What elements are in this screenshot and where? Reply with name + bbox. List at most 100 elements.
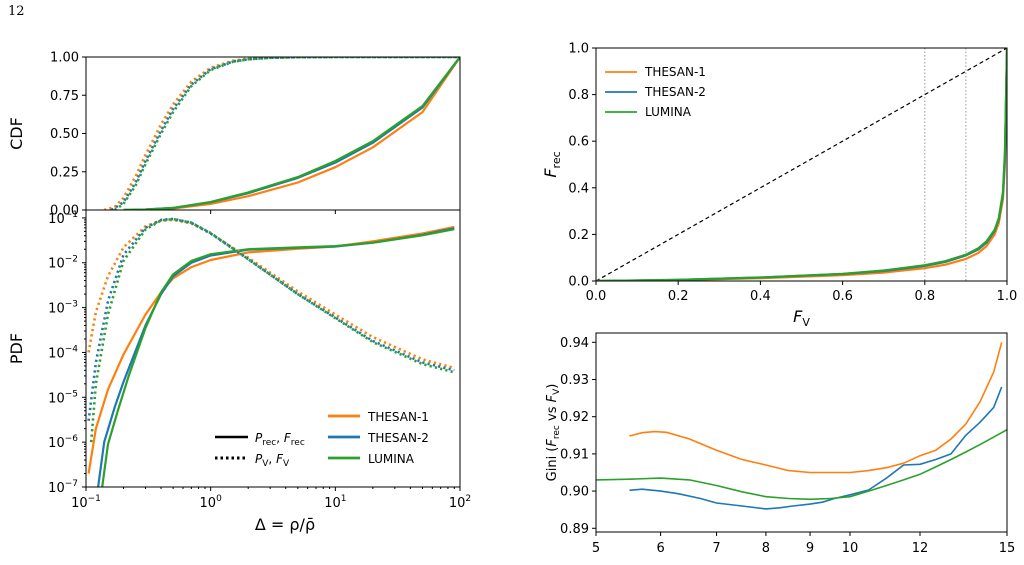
legend-p-main: P [255,431,263,445]
pdf-ytick-label: 10−5 [48,389,78,406]
legend-f-main: F [284,431,292,445]
pdf-ytick-label: 10−6 [48,434,78,451]
pdf-ytick-label-exp: −7 [65,479,78,489]
gini-ylabel-b-main: F [545,394,560,402]
cdf-lumina-solid-line [123,57,460,210]
lorenz-ytick-label: 0.8 [568,88,589,103]
pdf-ytick-label-exp: −4 [65,344,79,354]
lorenz-ylabel: Frec [541,151,563,177]
gini-ytick-label: 0.90 [560,485,589,500]
cdf-thesan-2-dotted-line [110,57,460,210]
lorenz-legend-thesan-2-label: THESAN-2 [644,85,706,99]
pdf-thesan-1-dotted-line [87,218,455,370]
gini-xtick-label: 8 [762,541,770,556]
gini-ylabel-mid: vs [545,402,560,425]
pdf-xtick-label-exp: 0 [216,494,222,504]
cdf-thesan-2-solid-line [123,57,460,210]
pdf-lumina-dotted-line [89,217,455,443]
pdf-ytick-label: 10−2 [48,255,78,272]
pdf-ytick-label-base: 10 [48,346,65,361]
lorenz-xlabel-main: F [793,307,803,326]
cdf-panel: 0.00 0.25 0.50 0.75 1.00 CDF [7,51,461,219]
pdf-ytick-label-base: 10 [48,436,65,451]
legend-f-main: F [276,452,284,466]
gini-thesan-1-line [629,342,1003,474]
pdf-xtick-label: 10−1 [71,494,101,511]
cdf-axes-frame [85,56,461,211]
pdf-xtick-label-exp: −1 [88,494,101,504]
gini-axes-frame [595,332,1008,533]
lorenz-xtick-label: 0.8 [914,289,935,304]
pdf-ytick-label: 10−7 [48,479,78,496]
pdf-panel: 10−710−610−510−410−310−210−110−1 100 101 10… [7,209,471,534]
legend-p-main: P [255,452,263,466]
gini-thesan-2-line [629,386,1003,510]
gini-xtick-label: 9 [806,541,814,556]
lorenz-xlabel-sub: V [802,316,810,329]
gini-ylabel-prefix: Gini ( [545,447,560,482]
pdf-xtick-label-base: 10 [71,496,88,511]
gini-xtick-label: 6 [656,541,664,556]
legend-p-sub: V [262,459,269,469]
lorenz-ytick-label: 0.6 [568,135,589,150]
pdf-ytick-label-exp: −6 [65,434,79,444]
legend-dotted-style-label: PV, FV [255,452,290,469]
pdf-ytick-label: 10−1 [48,210,78,227]
gini-ylabel-a-sub: rec [552,425,562,439]
cdf-ytick-label: 0.50 [50,127,79,142]
pdf-xtick-label-base: 10 [324,496,341,511]
gini-panel: 5 6 7 8 9 10 12 15 0.89 0.90 0.91 0.92 0.93 0.94 Gini … [545,332,1016,556]
lorenz-xtick-label: 0.2 [668,289,689,304]
pdf-xtick-label: 102 [449,494,471,511]
lorenz-xtick-label: 1.0 [997,289,1018,304]
pdf-xtick-label-exp: 1 [341,494,347,504]
cdf-lumina-dotted-line [113,57,460,210]
lorenz-legend: THESAN-1 THESAN-2 LUMINA [605,65,706,119]
legend-comma: , [268,452,276,466]
lorenz-xtick-label: 0.0 [586,289,607,304]
lorenz-xtick-label: 0.4 [750,289,771,304]
cdf-thesan-1-dotted-line [103,57,460,210]
gini-xtick-label: 15 [999,541,1016,556]
gini-lumina-line [596,429,1007,501]
gini-ylabel-a-main: F [545,439,560,447]
legend-thesan-1-label: THESAN-1 [367,410,429,424]
pdf-ytick-label-exp: −5 [65,389,78,399]
gini-xtick-label: 10 [842,541,859,556]
legend-f-sub: V [283,459,290,469]
gini-ytick-label: 0.91 [560,447,589,462]
pdf-lumina-solid-line [101,228,455,487]
page-number: 12 [8,4,25,19]
pdf-xtick-label-exp: 2 [465,494,471,504]
legend-lumina-label: LUMINA [368,452,415,466]
lorenz-ylabel-main: F [541,168,560,178]
pdf-xtick-label-base: 10 [200,496,217,511]
cdf-ytick-label: 0.00 [50,204,79,219]
lorenz-equality-diagonal [595,47,1008,282]
pdf-ytick-label-base: 10 [48,212,65,227]
gini-ytick-label: 0.92 [560,410,589,425]
gini-xtick-label: 7 [712,541,720,556]
pdf-xtick-label: 101 [324,494,346,511]
pdf-thesan-2-dotted-line [87,217,455,421]
gini-xtick-label: 12 [912,541,929,556]
pdf-thesan-2-solid-line [97,227,455,487]
lorenz-ytick-label: 0.4 [568,181,589,196]
lorenz-panel: 0.0 0.2 0.4 0.6 0.8 1.00.00.20.40.60.81.0FVFr… [541,42,1017,330]
gini-ylabel-suffix: ) [545,384,560,389]
legend-solid-style-label: Prec, Frec [255,431,305,448]
pdf-ytick-label-exp: −3 [65,300,78,310]
pdf-ylabel: PDF [7,333,26,364]
lorenz-ytick-label: 1.0 [568,42,589,57]
gini-ytick-label: 0.93 [560,373,589,388]
lorenz-xlabel: FV [793,307,810,329]
pdf-xlabel: Δ = ρ/ρ̄ [255,515,315,534]
pdf-xtick-label-base: 10 [449,496,466,511]
lorenz-xtick-label: 0.6 [832,289,853,304]
lorenz-legend-lumina-label: LUMINA [645,105,692,119]
pdf-ytick-label: 10−3 [48,300,78,317]
lorenz-ylabel-sub: rec [550,151,563,168]
lorenz-legend-thesan-1-label: THESAN-1 [644,65,706,79]
